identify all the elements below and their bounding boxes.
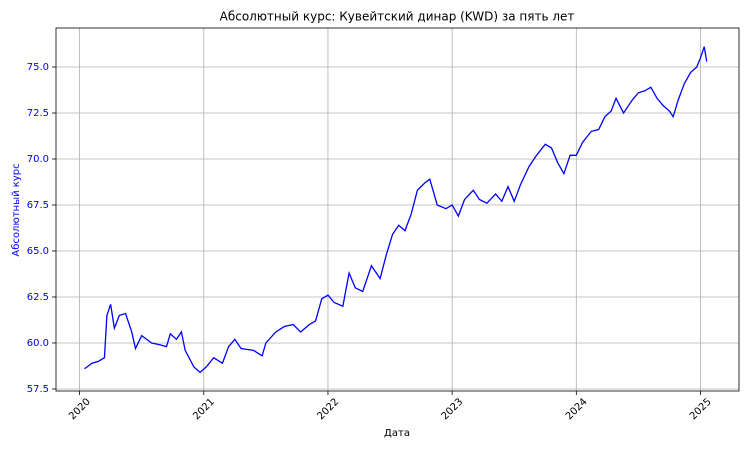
y-tick-label: 60.0	[27, 338, 49, 349]
y-tick-label: 67.5	[27, 200, 49, 211]
plot-frame	[55, 27, 740, 392]
y-tick-label: 62.5	[27, 292, 49, 303]
y-axis-label: Абсолютный курс	[11, 163, 22, 256]
y-tick-label: 75.0	[27, 62, 49, 73]
chart-title: Абсолютный курс: Кувейтский динар (KWD) …	[220, 10, 575, 24]
x-tick-label: 2021	[191, 396, 217, 422]
x-tick-label: 2022	[315, 396, 341, 422]
y-tick-label: 57.5	[27, 384, 49, 395]
x-axis-label: Дата	[384, 428, 410, 439]
y-tick-label: 72.5	[27, 108, 49, 119]
y-tick-label: 65.0	[27, 246, 49, 257]
y-tick-label: 70.0	[27, 154, 49, 165]
x-tick-label: 2020	[67, 396, 93, 422]
x-tick-label: 2025	[688, 396, 714, 422]
data-line	[84, 46, 708, 374]
x-tick-label: 2024	[564, 396, 590, 422]
x-tick-label: 2023	[440, 396, 466, 422]
